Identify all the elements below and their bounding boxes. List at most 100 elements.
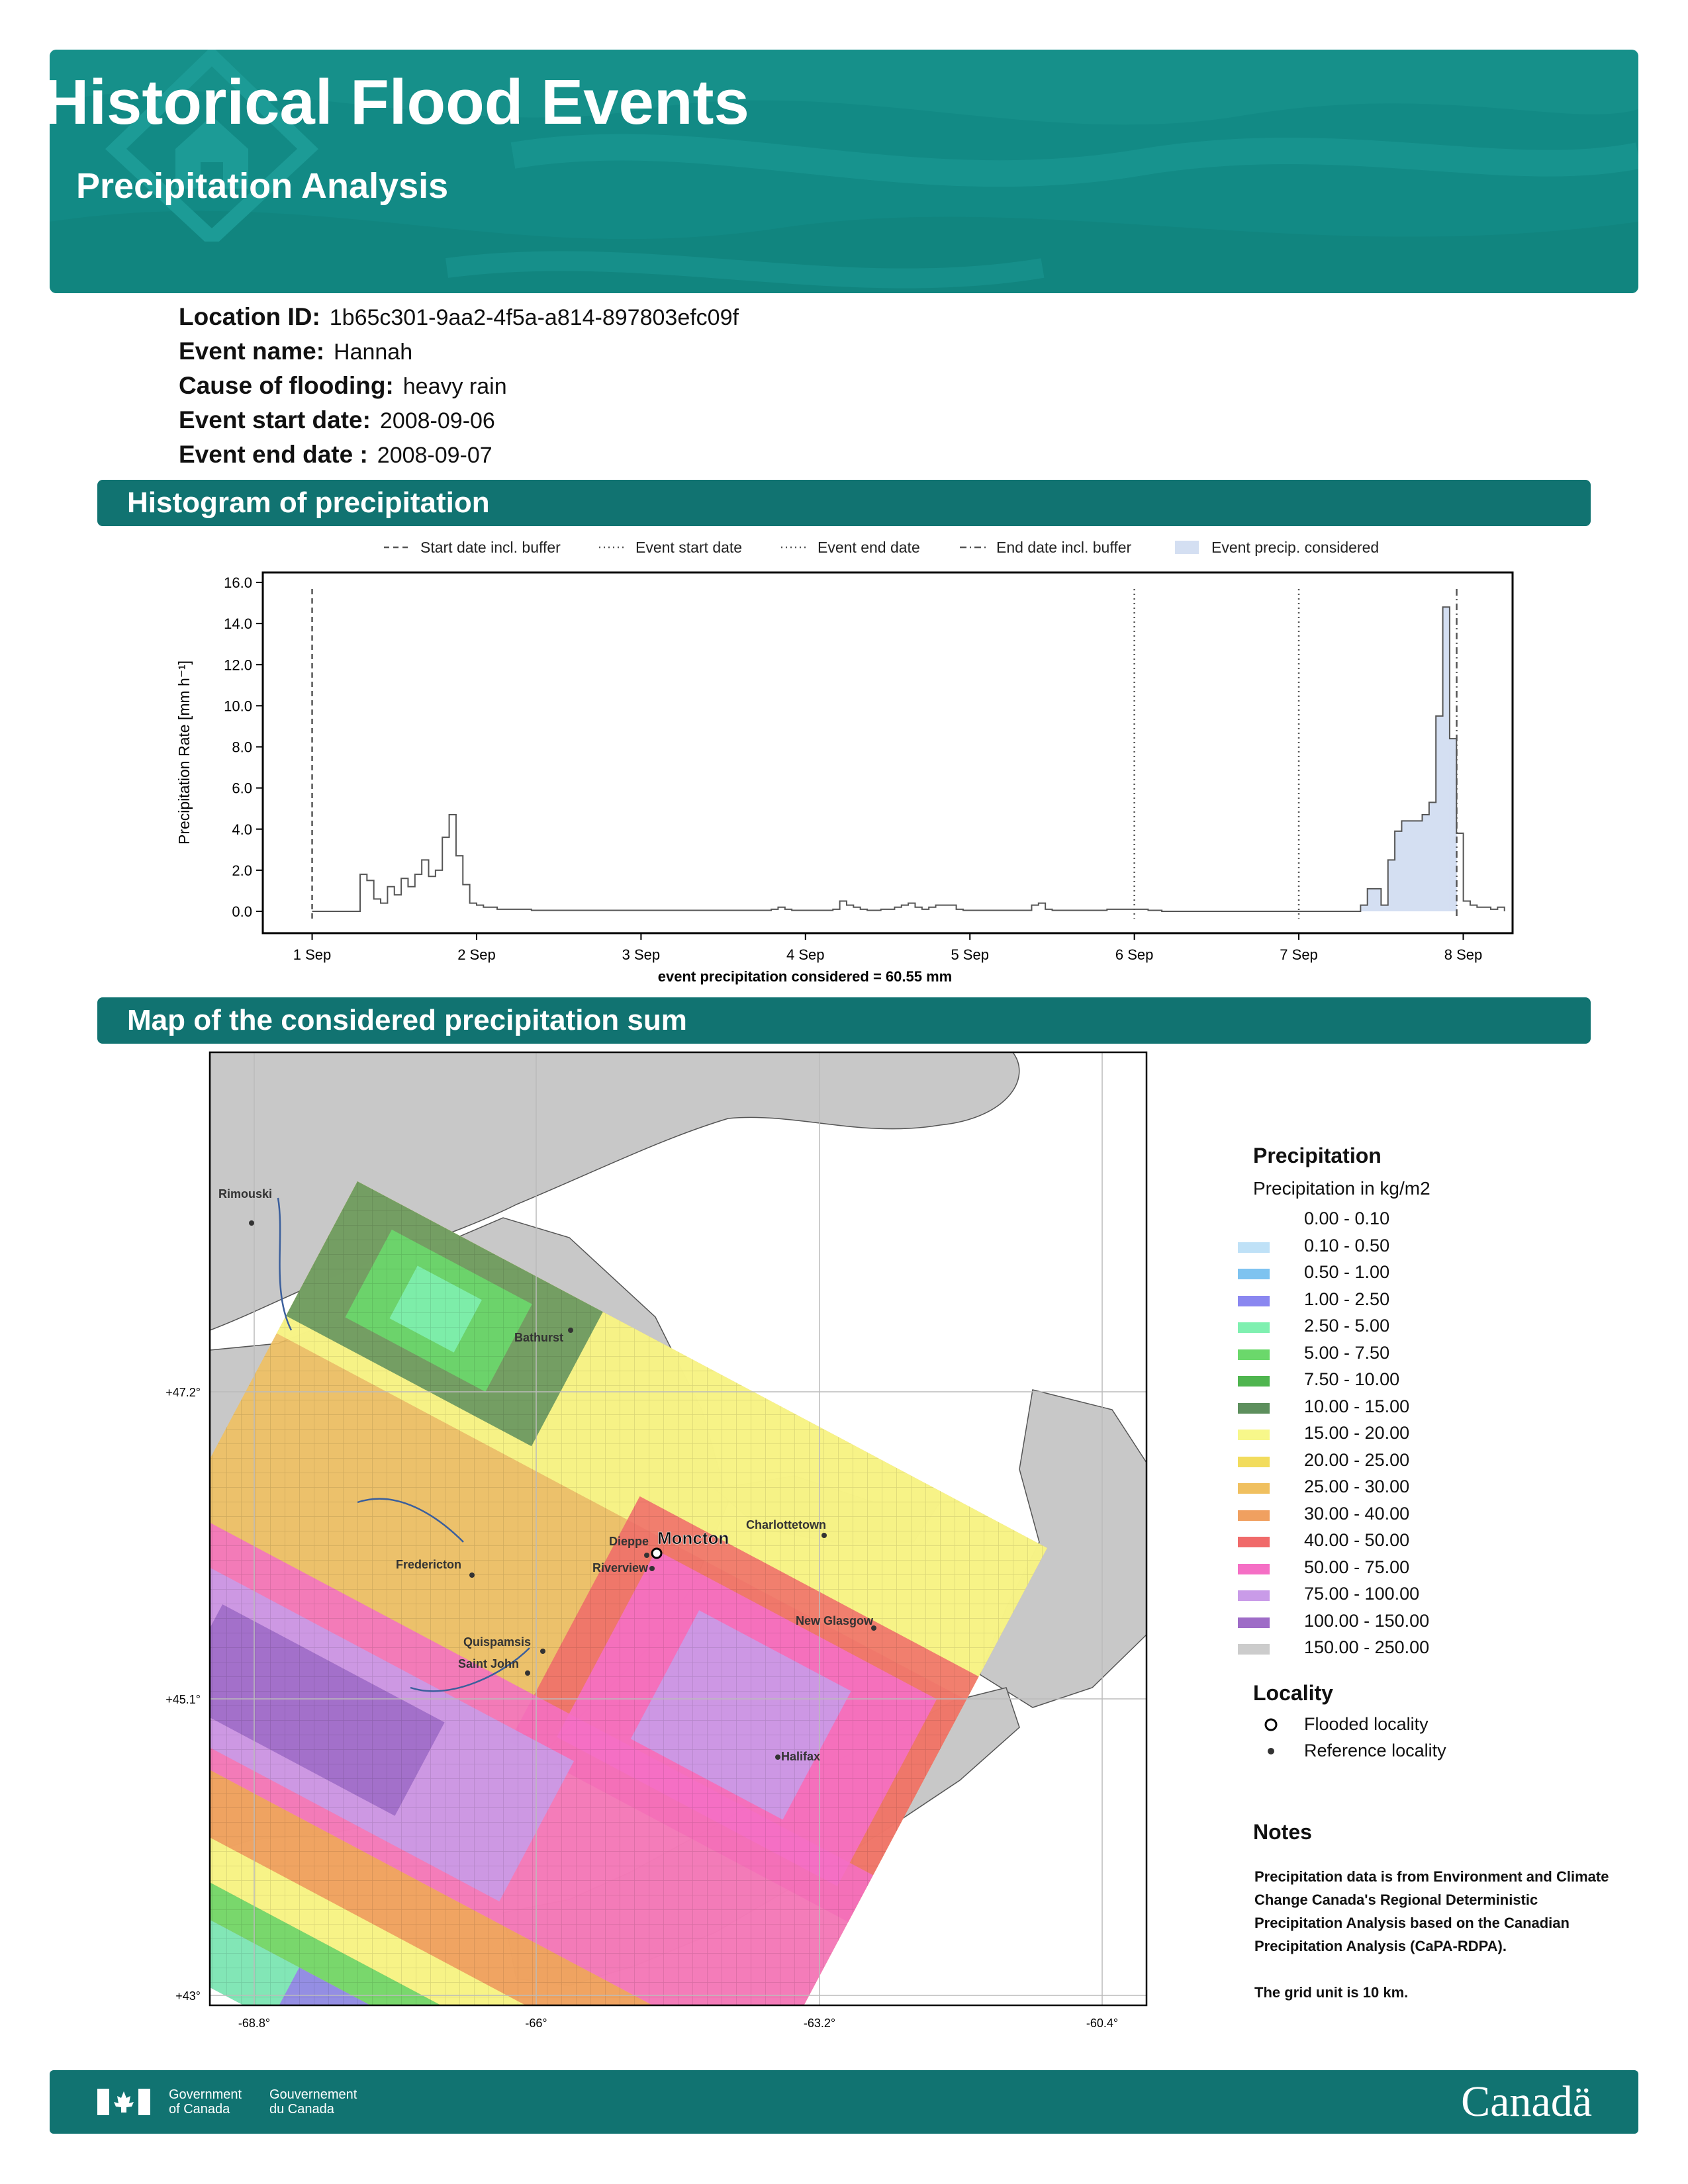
event-precip-bar xyxy=(1401,821,1409,911)
x-tick-label: 7 Sep xyxy=(1280,946,1318,963)
reference-locality-marker xyxy=(525,1670,530,1676)
legend-label: 2.50 - 5.00 xyxy=(1304,1316,1390,1336)
reference-locality-marker xyxy=(871,1625,876,1631)
legend-label: 0.10 - 0.50 xyxy=(1304,1235,1390,1255)
x-tick-label: 5 Sep xyxy=(951,946,989,963)
y-tick-label: 12.0 xyxy=(224,657,252,673)
y-tick-label: 10.0 xyxy=(224,698,252,714)
legend-label: 7.50 - 10.00 xyxy=(1304,1369,1400,1389)
map-section-title: Map of the considered precipitation sum xyxy=(127,1004,687,1036)
meta-start-date: Event start date: 2008-09-06 xyxy=(179,406,495,434)
canada-wordmark: Canadä xyxy=(1461,2077,1592,2126)
flooded-locality-label: Flooded locality xyxy=(1304,1714,1429,1734)
place-label: Bathurst xyxy=(514,1331,563,1344)
reference-locality-marker xyxy=(249,1220,254,1226)
precipitation-histogram: Start date incl. buffer Event start date E… xyxy=(175,539,1514,985)
x-tick-label: 8 Sep xyxy=(1444,946,1483,963)
legend-label: Start date incl. buffer xyxy=(420,539,561,556)
y-tick-label: 4.0 xyxy=(232,821,252,838)
x-tick-label: 1 Sep xyxy=(293,946,332,963)
footer-gov-en: Government of Canada xyxy=(169,2087,242,2116)
legend-entry: Event precip. considered xyxy=(1175,539,1379,556)
histogram-x-axis-label: event precipitation considered = 60.55 m… xyxy=(658,968,952,985)
meta-value: heavy rain xyxy=(402,374,507,399)
meta-location-id: Location ID: 1b65c301-9aa2-4f5a-a814-8978… xyxy=(179,303,739,331)
legend-swatch xyxy=(1238,1563,1270,1574)
event-precip-bar xyxy=(1395,831,1402,911)
legend-label: End date incl. buffer xyxy=(996,539,1131,556)
reference-locality-marker xyxy=(644,1553,649,1558)
precip-step-line xyxy=(312,606,1505,912)
place-label: Rimouski xyxy=(218,1187,272,1201)
event-precip-bar xyxy=(1387,860,1395,911)
meta-key: Cause of flooding: xyxy=(179,372,394,399)
legend-swatch xyxy=(1238,1322,1270,1333)
map-place: Moncton xyxy=(651,1528,729,1559)
legend-label: 5.00 - 7.50 xyxy=(1304,1342,1390,1363)
legend-label: 1.00 - 2.50 xyxy=(1304,1289,1390,1309)
legend-swatch xyxy=(1238,1349,1270,1360)
event-precip-bar xyxy=(1449,739,1457,911)
longitude-label: -63.2° xyxy=(804,2017,835,2030)
map-place: Dieppe xyxy=(609,1535,649,1558)
map-place: Halifax xyxy=(775,1750,820,1763)
legend-label: 20.00 - 25.00 xyxy=(1304,1449,1410,1470)
legend-title: Precipitation xyxy=(1253,1144,1382,1167)
map-place: New Glasgow xyxy=(796,1614,876,1631)
legend-unit: Precipitation in kg/m2 xyxy=(1253,1178,1430,1199)
meta-key: Event name: xyxy=(179,338,325,365)
reference-locality-marker xyxy=(821,1533,827,1538)
legend-swatch xyxy=(1238,1269,1270,1279)
legend-label: 15.00 - 20.00 xyxy=(1304,1423,1410,1443)
locality-title: Locality xyxy=(1253,1681,1333,1705)
meta-end-date: Event end date : 2008-09-07 xyxy=(179,441,492,469)
map-place: Bathurst xyxy=(514,1328,573,1344)
legend-swatch xyxy=(1238,1483,1270,1494)
place-label: New Glasgow xyxy=(796,1614,874,1627)
map-place: Riverview xyxy=(592,1561,655,1574)
footer-gov-fr: Gouvernement du Canada xyxy=(269,2087,357,2116)
legend-entry: End date incl. buffer xyxy=(960,539,1131,556)
y-tick-label: 0.0 xyxy=(232,903,252,920)
x-tick-label: 2 Sep xyxy=(457,946,496,963)
event-precip-bar xyxy=(1415,821,1423,911)
event-precip-bar xyxy=(1374,888,1382,911)
event-precip-bar xyxy=(1442,607,1450,911)
legend-entry: Event end date xyxy=(781,539,920,556)
legend-swatch xyxy=(1238,1644,1270,1655)
precip-raster xyxy=(210,1181,1047,2005)
meta-event-name: Event name: Hannah xyxy=(179,338,412,365)
legend-label: Event precip. considered xyxy=(1211,539,1379,556)
flood-house-logo xyxy=(105,50,318,242)
y-tick-label: 14.0 xyxy=(224,615,252,632)
longitude-label: -66° xyxy=(525,2017,547,2030)
legend-swatch xyxy=(1238,1376,1270,1387)
latitude-label: +45.1° xyxy=(165,1693,201,1706)
map-section-bar: Map of the considered precipitation sum xyxy=(97,997,1591,1044)
legend-label: 0.00 - 0.10 xyxy=(1304,1208,1390,1228)
histogram-y-axis-label: Precipitation Rate [mm h⁻¹] xyxy=(175,660,193,844)
reference-locality-label: Reference locality xyxy=(1304,1741,1446,1760)
map-graticule xyxy=(210,1052,1147,2005)
meta-value: 2008-09-07 xyxy=(377,443,492,468)
map-place: Fredericton xyxy=(396,1558,475,1578)
event-precip-bar xyxy=(1381,905,1389,911)
x-tick-label: 4 Sep xyxy=(786,946,825,963)
legend-swatch xyxy=(1238,1617,1270,1628)
page-footer: Government of Canada Gouvernement du Can… xyxy=(50,2070,1638,2134)
meta-value: 2008-09-06 xyxy=(379,408,495,433)
meta-cause: Cause of flooding: heavy rain xyxy=(179,372,507,400)
reference-locality-marker xyxy=(775,1754,780,1760)
legend-swatch xyxy=(1175,541,1199,554)
place-label: Dieppe xyxy=(609,1535,649,1548)
place-label: Riverview xyxy=(592,1561,649,1574)
legend-swatch xyxy=(1238,1242,1270,1253)
x-tick-label: 3 Sep xyxy=(622,946,661,963)
meta-key: Event end date : xyxy=(179,441,368,468)
meta-value: Hannah xyxy=(334,340,413,365)
event-precip-bar xyxy=(1422,815,1430,911)
legend-swatch xyxy=(1238,1456,1270,1467)
page-title: Historical Flood Events xyxy=(43,67,749,138)
longitude-label: -68.8° xyxy=(238,2017,270,2030)
legend-label: 50.00 - 75.00 xyxy=(1304,1557,1410,1577)
